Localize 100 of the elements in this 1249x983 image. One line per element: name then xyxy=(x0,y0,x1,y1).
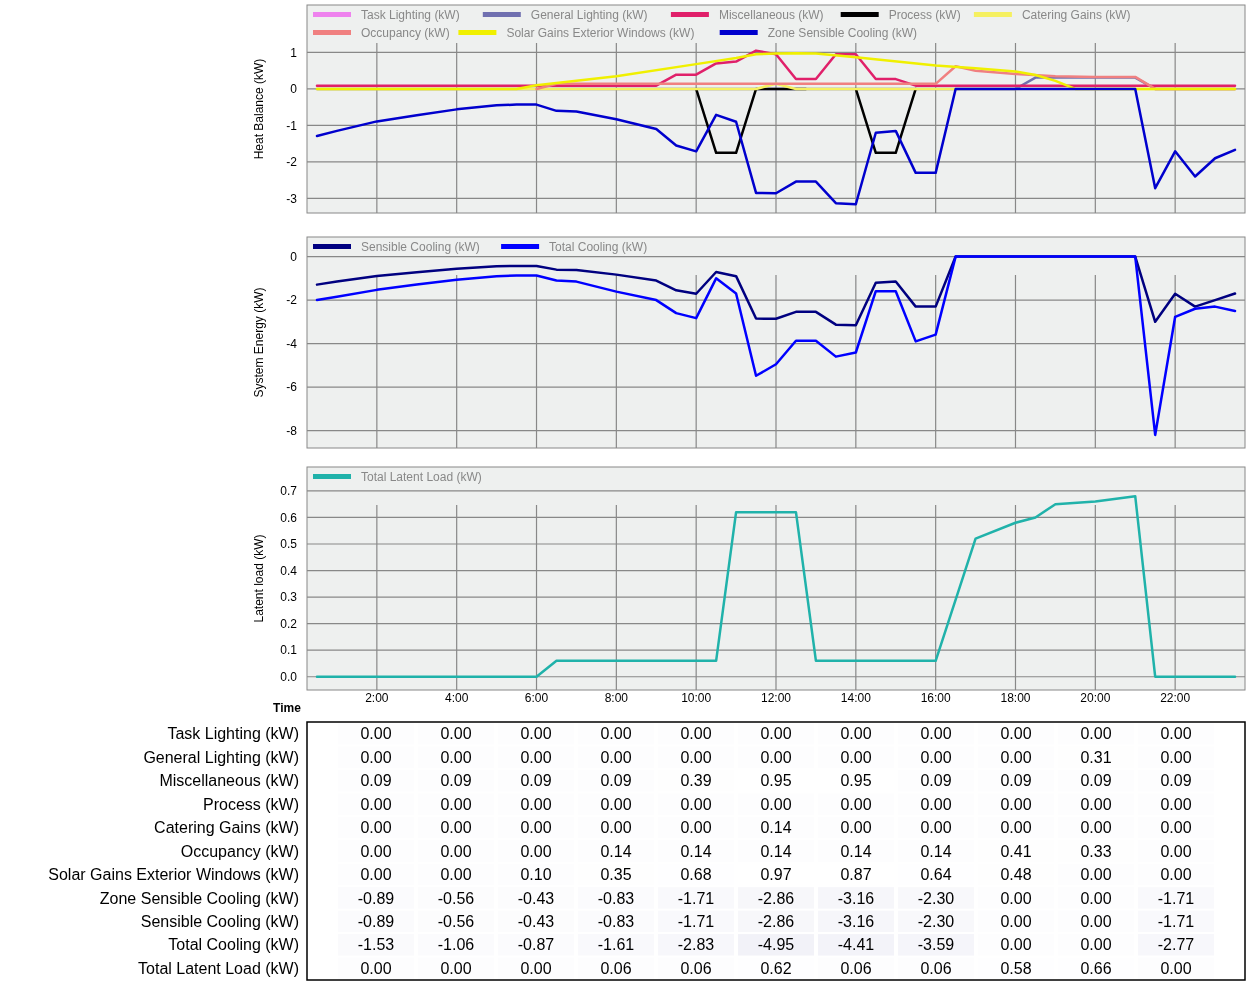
data-label: 0.00 xyxy=(600,748,632,766)
data-label: 0.87 xyxy=(840,866,872,884)
y-tick-label: 0 xyxy=(290,249,298,264)
data-label: -4.95 xyxy=(757,936,795,954)
data-label: -2.86 xyxy=(757,889,795,907)
data-label: -3.16 xyxy=(837,912,875,930)
data-label: 0.00 xyxy=(600,795,632,813)
data-label: -1.53 xyxy=(357,936,395,954)
data-label: -0.87 xyxy=(517,936,555,954)
legend-label: Occupancy (kW) xyxy=(361,26,450,41)
data-label: 0.64 xyxy=(920,866,952,884)
data-label: 0.41 xyxy=(1000,842,1032,860)
legend-label: Miscellaneous (kW) xyxy=(718,8,824,23)
data-label: 0.09 xyxy=(520,772,552,790)
data-label: 0.00 xyxy=(600,819,632,837)
x-tick-label: 2:00 xyxy=(365,691,389,705)
data-label: 0.00 xyxy=(920,819,952,837)
y-tick-label: Total Cooling (kW) xyxy=(168,936,299,954)
data-label: 0.00 xyxy=(920,725,952,743)
data-label: 0.09 xyxy=(440,772,472,790)
data-label: 0.48 xyxy=(1000,866,1032,884)
data-label: 0.66 xyxy=(1080,959,1112,977)
data-label: 0.09 xyxy=(1160,772,1192,790)
data-label: -0.89 xyxy=(357,912,395,930)
data-label: 0.00 xyxy=(1080,819,1112,837)
data-label: -0.56 xyxy=(437,912,475,930)
x-tick-label: 22:00 xyxy=(1160,691,1191,705)
data-label: 0.00 xyxy=(440,748,472,766)
x-tick-label: 10:00 xyxy=(681,691,712,705)
data-label: 0.14 xyxy=(920,842,952,860)
data-label: -0.83 xyxy=(597,912,635,930)
data-label: 0.00 xyxy=(1160,725,1192,743)
y-tick-label: 0 xyxy=(290,82,298,97)
y-tick-label: 0.1 xyxy=(280,643,298,658)
data-label: -2.30 xyxy=(917,912,955,930)
y-tick-label: 0.2 xyxy=(280,616,298,631)
y-tick-label: Process (kW) xyxy=(203,795,299,813)
data-label: 0.35 xyxy=(600,866,632,884)
data-label: 0.00 xyxy=(440,842,472,860)
data-label: 0.00 xyxy=(1080,725,1112,743)
data-label: -1.71 xyxy=(1157,889,1195,907)
legend-label: General Lighting (kW) xyxy=(530,8,648,23)
x-tick-label: 14:00 xyxy=(840,691,872,705)
data-label: -3.59 xyxy=(917,936,955,954)
data-label: 0.10 xyxy=(520,866,552,884)
data-label: 0.95 xyxy=(760,772,792,790)
data-label: -0.56 xyxy=(437,889,475,907)
data-label: 0.09 xyxy=(600,772,632,790)
data-label: 0.97 xyxy=(760,866,792,884)
y-tick-label: -2 xyxy=(286,155,298,170)
x-tick-label: 16:00 xyxy=(920,691,951,705)
data-label: -3.16 xyxy=(837,889,875,907)
data-label: -0.83 xyxy=(597,889,635,907)
data-label: 0.00 xyxy=(1080,889,1112,907)
y-tick-label: -8 xyxy=(286,423,298,438)
y-tick-label: 1 xyxy=(290,45,298,60)
y-tick-label: -1 xyxy=(286,118,298,133)
data-label: 0.00 xyxy=(1080,936,1112,954)
data-label: 0.06 xyxy=(920,959,952,977)
data-label: 0.62 xyxy=(760,959,792,977)
data-label: -1.71 xyxy=(677,912,715,930)
data-label: 0.00 xyxy=(1080,795,1112,813)
x-tick-label: 12:00 xyxy=(760,691,792,705)
y-tick-label: 0.7 xyxy=(280,484,298,499)
data-label: 0.00 xyxy=(440,819,472,837)
data-label: 0.00 xyxy=(520,748,552,766)
legend-label: Sensible Cooling (kW) xyxy=(361,240,480,255)
y-axis-title: Heat Balance (kW) xyxy=(252,58,266,160)
data-label: -0.43 xyxy=(517,889,555,907)
y-tick-label: -6 xyxy=(286,380,298,395)
data-label: 0.00 xyxy=(520,725,552,743)
data-label: 0.00 xyxy=(840,748,872,766)
data-label: 0.00 xyxy=(360,748,392,766)
data-label: 0.06 xyxy=(840,959,872,977)
data-label: 0.00 xyxy=(520,959,552,977)
data-label: 0.00 xyxy=(1000,889,1032,907)
y-tick-label: -2 xyxy=(286,293,298,308)
data-label: 0.14 xyxy=(680,842,712,860)
data-label: 0.09 xyxy=(360,772,392,790)
y-tick-label: Sensible Cooling (kW) xyxy=(140,912,299,930)
data-label: 0.00 xyxy=(680,725,712,743)
data-label: 0.06 xyxy=(600,959,632,977)
y-tick-label: -4 xyxy=(286,336,298,351)
data-label: 0.00 xyxy=(360,866,392,884)
data-label: -1.61 xyxy=(597,936,635,954)
data-label: 0.00 xyxy=(440,959,472,977)
data-label: 0.00 xyxy=(600,725,632,743)
data-label: 0.00 xyxy=(1160,842,1192,860)
data-label: 0.00 xyxy=(840,819,872,837)
y-tick-label: 0.3 xyxy=(280,590,298,605)
data-label: -1.06 xyxy=(437,936,475,954)
y-tick-label: 0.6 xyxy=(280,510,298,525)
data-label: -2.77 xyxy=(1157,936,1195,954)
data-label: 0.00 xyxy=(760,725,792,743)
x-tick-label: 6:00 xyxy=(524,691,549,705)
y-tick-label: 0.4 xyxy=(280,563,298,578)
data-label: 0.00 xyxy=(1000,795,1032,813)
data-label: 0.09 xyxy=(1080,772,1112,790)
data-label: 0.00 xyxy=(840,725,872,743)
y-tick-label: -3 xyxy=(286,191,298,206)
